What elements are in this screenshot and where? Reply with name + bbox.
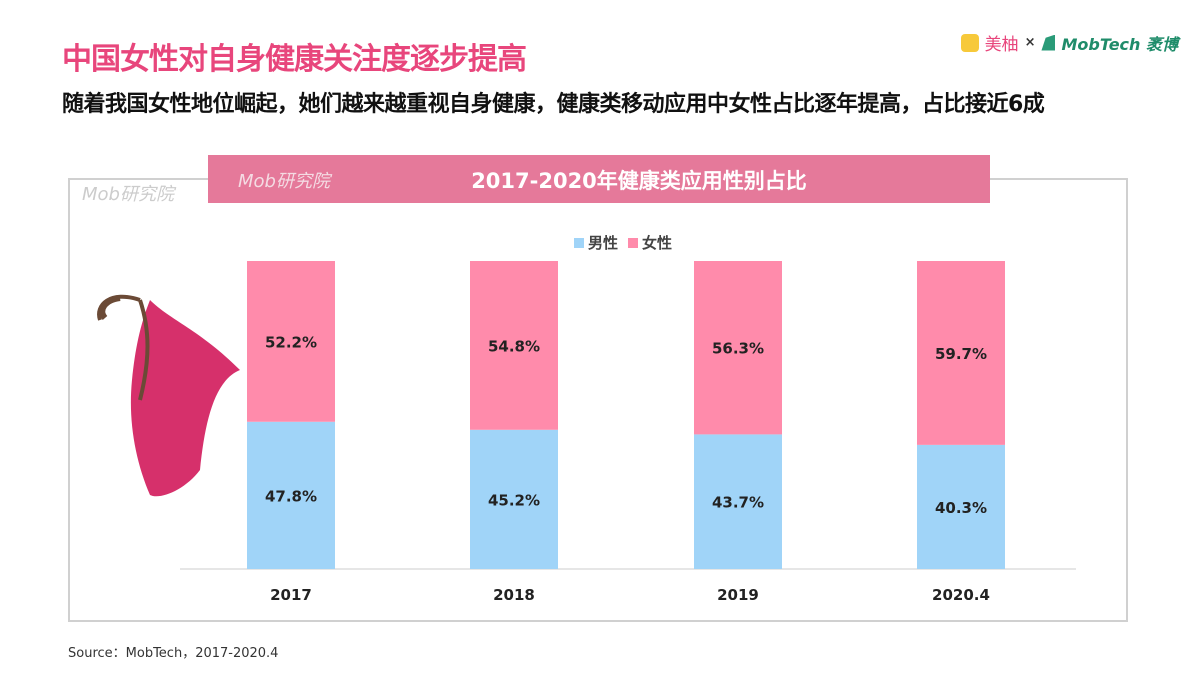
bar-male-2020.4 <box>917 444 1005 569</box>
bar-male-2019 <box>694 434 782 569</box>
brand-mobtech: MobTech 袤博 <box>1061 34 1178 54</box>
x-tick-label: 2018 <box>493 586 535 604</box>
x-tick-label: 2020.4 <box>932 586 990 604</box>
data-label: 45.2% <box>488 491 540 509</box>
bar-female-2017 <box>247 261 335 422</box>
bar-male-2017 <box>247 421 335 569</box>
data-label: 43.7% <box>712 494 764 512</box>
legend-male: 男性 <box>574 232 618 253</box>
legend: 男性 女性 <box>574 232 672 253</box>
watermark: Mob研究院 <box>82 184 174 205</box>
logo-bar: 美柚 × MobTech 袤博 <box>960 30 1178 55</box>
chart-title: 2017-2020年健康类应用性别占比 <box>471 169 807 193</box>
data-label: 59.7% <box>935 345 987 363</box>
legend-female: 女性 <box>628 232 672 253</box>
x-tick-label: 2019 <box>717 586 759 604</box>
page-title: 中国女性对自身健康关注度逐步提高 <box>62 42 527 77</box>
data-label: 47.8% <box>265 487 317 505</box>
chart-title-band: Mob研究院 2017-2020年健康类应用性别占比 <box>208 155 990 203</box>
brand-meiyou: 美柚 <box>984 35 1019 55</box>
bar-male-2018 <box>470 429 558 569</box>
bar-female-2020.4 <box>917 261 1005 445</box>
mob-logo: Mob研究院 <box>238 171 330 192</box>
data-label: 56.3% <box>712 340 764 358</box>
x-tick-label: 2017 <box>270 586 312 604</box>
woman-illustration-icon <box>97 294 240 497</box>
bar-female-2019 <box>694 261 782 435</box>
data-label: 54.8% <box>488 337 540 355</box>
bar-female-2018 <box>470 261 558 430</box>
separator: × <box>1024 35 1036 50</box>
source-note: Source：MobTech，2017-2020.4 <box>68 646 279 661</box>
page-subtitle: 随着我国女性地位崛起，她们越来越重视自身健康，健康类移动应用中女性占比逐年提高，… <box>62 92 1045 117</box>
data-label: 40.3% <box>935 499 987 517</box>
meiyou-logo-icon <box>960 33 979 52</box>
data-label: 52.2% <box>265 333 317 351</box>
